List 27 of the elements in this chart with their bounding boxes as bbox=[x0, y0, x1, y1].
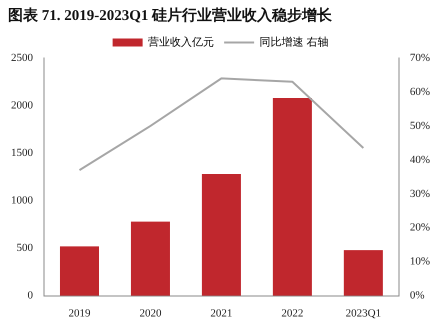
y2-tick-label: 40% bbox=[410, 154, 430, 166]
y2-tick-label: 60% bbox=[410, 86, 430, 98]
y-tick-label: 1000 bbox=[11, 194, 34, 207]
legend-label: 同比增速 右轴 bbox=[260, 35, 328, 48]
y2-tick-label: 50% bbox=[410, 120, 430, 132]
bar bbox=[344, 250, 383, 296]
bar bbox=[202, 174, 241, 296]
y-tick-label: 2000 bbox=[11, 99, 34, 112]
chart-title: 图表 71. 2019-2023Q1 硅片行业营业收入稳步增长 bbox=[7, 6, 334, 26]
y-tick-label: 2500 bbox=[11, 52, 34, 64]
x-tick-label: 2019 bbox=[68, 307, 91, 320]
x-tick-label: 2020 bbox=[139, 307, 162, 320]
bar bbox=[130, 222, 170, 296]
y2-tick-label: 30% bbox=[410, 188, 430, 200]
y2-tick-label: 70% bbox=[410, 52, 430, 64]
x-tick-label: 2021 bbox=[210, 307, 232, 320]
y-tick-label: 1500 bbox=[11, 147, 34, 160]
y2-tick-label: 0% bbox=[410, 290, 425, 302]
y2-tick-label: 20% bbox=[410, 222, 430, 234]
x-tick-label: 2023Q1 bbox=[346, 307, 382, 320]
bar bbox=[60, 246, 99, 296]
y-tick-label: 0 bbox=[28, 290, 34, 302]
y-tick-label: 500 bbox=[16, 242, 34, 254]
bar bbox=[272, 98, 312, 296]
y2-tick-label: 10% bbox=[410, 256, 430, 268]
x-tick-label: 2022 bbox=[281, 307, 304, 320]
legend-label: 营业收入亿元 bbox=[148, 35, 214, 48]
